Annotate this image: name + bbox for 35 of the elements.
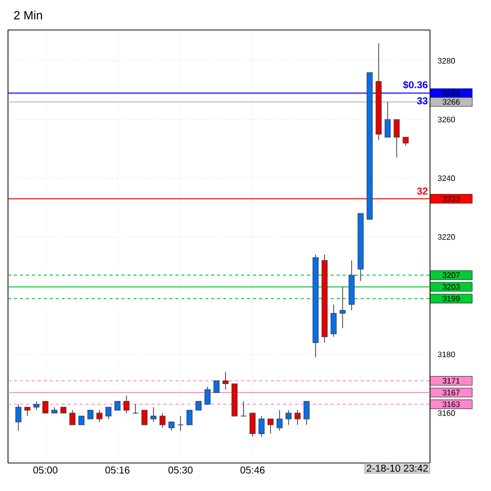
- candlestick: [42, 400, 48, 414]
- candlestick: [204, 386, 211, 405]
- candlestick: [276, 410, 283, 432]
- candlestick: [123, 395, 130, 414]
- candlestick: [268, 418, 274, 434]
- text: 2-18-10 23:42: [366, 464, 428, 472]
- candlestick: [96, 410, 102, 422]
- candlestick: [186, 410, 193, 426]
- candlestick: [132, 404, 139, 414]
- candlestick: [384, 102, 391, 138]
- candlestick: [15, 404, 22, 432]
- text: 32: [417, 188, 428, 195]
- candlestick: [240, 400, 247, 416]
- candlestick: [286, 410, 292, 426]
- text: 33: [417, 97, 428, 104]
- candlestick: [330, 304, 337, 338]
- candlestick: [141, 410, 148, 426]
- candlestick: [159, 412, 166, 428]
- candlestick: [258, 416, 265, 437]
- candlestick: [222, 372, 229, 390]
- candlestick: [105, 406, 112, 420]
- x-tick-label: 05:46: [240, 466, 265, 474]
- candlestick: [340, 286, 346, 328]
- chart-title: 2 Min: [14, 10, 42, 20]
- candlestick: [304, 400, 310, 426]
- candlestick: [214, 380, 220, 393]
- candlestick: [69, 410, 76, 426]
- candlestick: [150, 406, 156, 422]
- candlestick: [250, 412, 256, 437]
- candlestick: [394, 119, 400, 158]
- x-tick-label: 05:30: [168, 466, 193, 474]
- candlestick: [294, 410, 301, 426]
- annotation: $0.36: [403, 80, 428, 89]
- x-tick-label: 05:00: [33, 466, 58, 474]
- x-tick-label: 05:16: [105, 466, 130, 474]
